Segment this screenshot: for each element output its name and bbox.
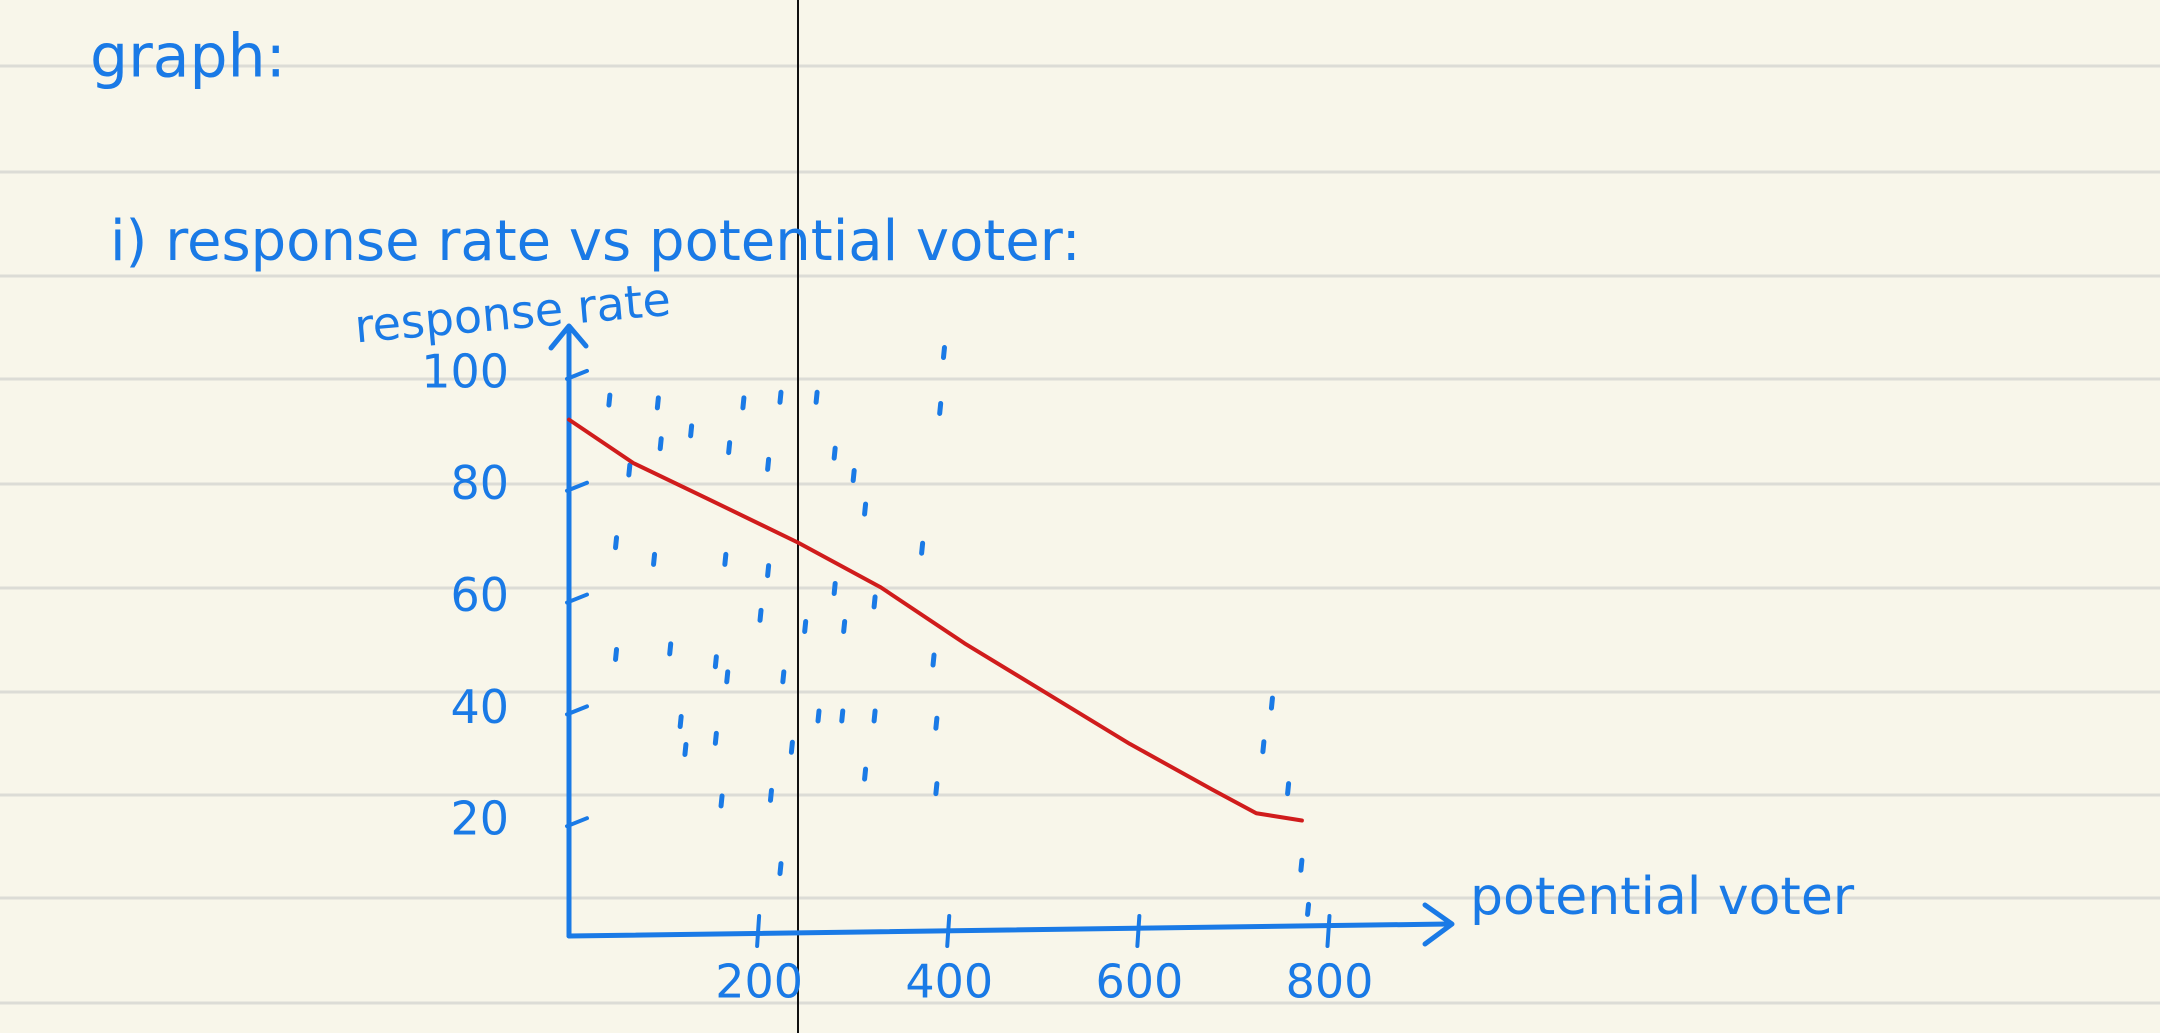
chart-title: i) response rate vs potential voter: [110, 209, 1081, 274]
y-tick-label: 80 [450, 456, 509, 510]
data-point [777, 389, 784, 405]
data-point [1298, 857, 1305, 873]
y-tick [565, 816, 589, 829]
y-axis-arrow [548, 323, 589, 351]
data-point [667, 641, 674, 657]
data-point [626, 462, 633, 478]
data-point [1305, 901, 1312, 917]
data-point [831, 580, 838, 596]
x-tick [755, 914, 762, 948]
data-point [871, 708, 878, 724]
trend-line [567, 417, 1304, 823]
x-axis [566, 921, 1451, 939]
data-point [677, 714, 684, 730]
y-tick-label: 20 [450, 792, 509, 846]
data-point [802, 619, 809, 634]
data-point [1260, 739, 1267, 755]
x-tick [945, 914, 952, 948]
data-point [841, 619, 848, 634]
data-point [613, 646, 620, 662]
y-tick [565, 480, 589, 493]
x-tick-label: 800 [1286, 955, 1374, 1009]
data-point [726, 440, 733, 456]
data-point [940, 345, 947, 361]
data-point [767, 787, 774, 803]
data-point [722, 551, 729, 567]
x-axis-label: potential voter [1470, 867, 1855, 927]
data-point [765, 563, 772, 579]
data-point [740, 395, 747, 411]
data-point [724, 669, 731, 685]
x-tick [1325, 914, 1332, 948]
data-point [606, 392, 613, 408]
data-point [777, 861, 784, 877]
data-point [930, 652, 937, 668]
x-tick-label: 200 [715, 955, 803, 1009]
data-point [1285, 781, 1292, 797]
y-axis-label: response rate [352, 272, 673, 353]
data-point [871, 594, 878, 610]
data-point [780, 669, 787, 685]
data-point [788, 739, 795, 755]
y-tick-label: 100 [421, 344, 509, 398]
data-point [831, 445, 838, 461]
y-tick [565, 704, 589, 717]
data-point [688, 423, 695, 439]
x-tick-label: 400 [905, 955, 993, 1009]
data-point [682, 742, 689, 757]
heading: graph: [90, 22, 286, 92]
data-point [933, 781, 940, 797]
y-tick [565, 368, 589, 381]
x-axis-arrow [1422, 902, 1455, 947]
x-tick [1135, 914, 1142, 948]
y-tick-label: 40 [450, 680, 509, 734]
data-point [1268, 695, 1275, 711]
data-point [657, 436, 664, 452]
data-point [815, 708, 822, 724]
data-point [765, 456, 772, 472]
y-tick [565, 592, 589, 605]
data-point [862, 766, 869, 782]
data-point [813, 389, 820, 405]
data-point [919, 540, 926, 556]
data-point [839, 708, 846, 724]
x-tick-label: 600 [1095, 955, 1183, 1009]
data-point [613, 535, 620, 551]
data-point [718, 793, 725, 809]
data-point [757, 607, 764, 623]
data-point [651, 551, 658, 567]
ruled-lines [0, 64, 2160, 1005]
data-point [712, 730, 719, 746]
data-point [862, 501, 869, 517]
y-tick-label: 60 [450, 568, 509, 622]
data-point [933, 715, 940, 731]
data-point [654, 395, 661, 411]
data-point [850, 468, 857, 484]
data-point [712, 654, 719, 670]
data-point [937, 400, 944, 416]
